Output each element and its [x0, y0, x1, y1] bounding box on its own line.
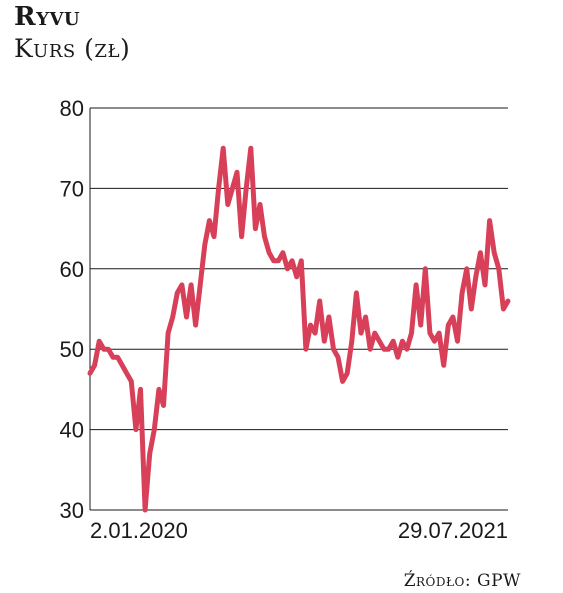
chart-title: Ryvu [14, 2, 81, 32]
x-axis-ticks: 2.01.2020 29.07.2021 [90, 518, 508, 543]
grid-lines [90, 107, 508, 511]
x-tick-label-start: 2.01.2020 [90, 518, 188, 543]
y-tick-label-60: 60 [60, 257, 84, 282]
source-note: Źródło: GPW [403, 571, 521, 591]
y-axis-ticks: 30 40 50 60 70 80 [60, 96, 84, 523]
chart-subtitle: Kurs (zł) [14, 34, 131, 63]
y-tick-label-70: 70 [60, 176, 84, 201]
y-tick-label-40: 40 [60, 418, 84, 443]
y-tick-label-80: 80 [60, 96, 84, 121]
x-tick-label-end: 29.07.2021 [398, 518, 508, 543]
series-line-kurs [87, 145, 511, 513]
y-tick-label-30: 30 [60, 498, 84, 523]
y-tick-label-50: 50 [60, 337, 84, 362]
